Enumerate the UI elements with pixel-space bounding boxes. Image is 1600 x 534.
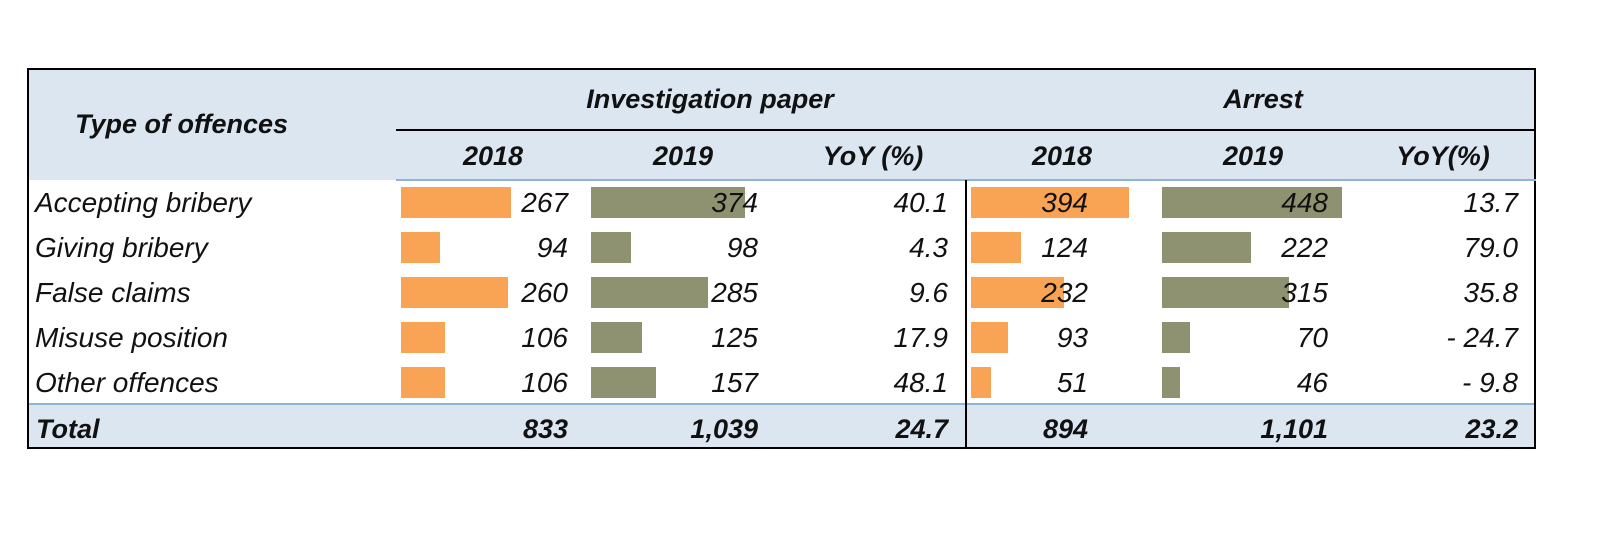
cell-inv2018: 260 bbox=[521, 277, 568, 308]
total-inv-2019: 1,039 bbox=[690, 414, 758, 444]
data-bar-inv2019 bbox=[591, 322, 642, 353]
data-bar-inv2018 bbox=[401, 367, 445, 398]
cell-arr2018: 232 bbox=[1041, 277, 1088, 308]
cell-arrYoY: 35.8 bbox=[1463, 277, 1519, 308]
total-inv-2018: 833 bbox=[522, 414, 568, 444]
cell-invYoY: 9.6 bbox=[909, 277, 948, 308]
group-header-divider bbox=[396, 129, 1536, 131]
cell-arr2018: 93 bbox=[1056, 322, 1088, 353]
cell-inv2019: 125 bbox=[711, 322, 758, 353]
cell-inv2019: 98 bbox=[726, 232, 758, 263]
cell-inv2018: 106 bbox=[521, 322, 568, 353]
cell-inv2018: 106 bbox=[521, 367, 568, 398]
cell-arrYoY: - 9.8 bbox=[1461, 367, 1518, 398]
data-bar-inv2018 bbox=[401, 232, 440, 263]
data-bar-inv2019 bbox=[591, 277, 708, 308]
row-label: False claims bbox=[35, 277, 191, 308]
total-label: Total bbox=[36, 414, 100, 444]
data-table bbox=[27, 68, 1536, 449]
total-inv-yoy: 24.7 bbox=[895, 414, 948, 444]
inv-2019-header: 2019 bbox=[652, 141, 714, 171]
inv-2018-header: 2018 bbox=[462, 141, 524, 171]
row-label: Accepting bribery bbox=[35, 187, 252, 218]
arr-yoy-header: YoY(%) bbox=[1396, 141, 1490, 171]
total-arr-2019: 1,101 bbox=[1260, 414, 1328, 444]
cell-inv2019: 285 bbox=[711, 277, 758, 308]
data-bar-arr2019 bbox=[1162, 232, 1251, 263]
cell-arr2019: 46 bbox=[1296, 367, 1328, 398]
row-label: Other offences bbox=[35, 367, 219, 398]
total-arr-2018: 894 bbox=[1042, 414, 1088, 444]
data-bar-arr2019 bbox=[1162, 187, 1342, 218]
cell-inv2018: 94 bbox=[536, 232, 568, 263]
data-bar-arr2019 bbox=[1162, 322, 1190, 353]
total-arr-yoy: 23.2 bbox=[1465, 414, 1518, 444]
data-bar-arr2018 bbox=[971, 277, 1064, 308]
cell-arrYoY: 13.7 bbox=[1463, 187, 1519, 218]
data-bar-inv2018 bbox=[401, 187, 511, 218]
cell-invYoY: 40.1 bbox=[893, 187, 949, 218]
cell-invYoY: 17.9 bbox=[893, 322, 949, 353]
cell-invYoY: 4.3 bbox=[909, 232, 948, 263]
data-bar-arr2018 bbox=[971, 187, 1129, 218]
cell-arr2018: 51 bbox=[1056, 367, 1088, 398]
cell-inv2018: 267 bbox=[521, 187, 568, 218]
total-top-rule bbox=[29, 403, 1534, 405]
data-bar-inv2018 bbox=[401, 322, 445, 353]
data-bar-arr2018 bbox=[971, 367, 991, 398]
group-separator bbox=[965, 180, 967, 449]
cell-arr2018: 394 bbox=[1041, 187, 1088, 218]
header-band bbox=[29, 70, 1534, 180]
cell-arr2019: 70 bbox=[1296, 322, 1328, 353]
investigation-paper-header: Investigation paper bbox=[586, 84, 834, 114]
arr-2019-header: 2019 bbox=[1222, 141, 1284, 171]
cell-arrYoY: - 24.7 bbox=[1446, 322, 1518, 353]
data-bar-inv2019 bbox=[591, 187, 745, 218]
cell-arr2019: 315 bbox=[1281, 277, 1328, 308]
row-label: Misuse position bbox=[35, 322, 228, 353]
type-of-offences-header: Type of offences bbox=[75, 109, 289, 139]
data-bar-inv2019 bbox=[591, 232, 631, 263]
cell-arr2018: 124 bbox=[1041, 232, 1088, 263]
inv-yoy-header: YoY (%) bbox=[822, 141, 924, 171]
data-bar-inv2018 bbox=[401, 277, 508, 308]
total-row-band bbox=[29, 405, 1534, 447]
cell-arr2019: 222 bbox=[1281, 232, 1328, 263]
data-bar-arr2018 bbox=[971, 232, 1021, 263]
cell-inv2019: 374 bbox=[711, 187, 758, 218]
cell-arr2019: 448 bbox=[1281, 187, 1328, 218]
arr-2018-header: 2018 bbox=[1031, 141, 1093, 171]
arrest-header: Arrest bbox=[1223, 84, 1303, 114]
cell-invYoY: 48.1 bbox=[893, 367, 949, 398]
cell-arrYoY: 79.0 bbox=[1463, 232, 1519, 263]
data-bar-arr2019 bbox=[1162, 277, 1289, 308]
data-bar-arr2019 bbox=[1162, 367, 1180, 398]
row-label: Giving bribery bbox=[35, 232, 208, 263]
data-bar-arr2018 bbox=[971, 322, 1008, 353]
data-bar-inv2019 bbox=[591, 367, 656, 398]
cell-inv2019: 157 bbox=[711, 367, 758, 398]
